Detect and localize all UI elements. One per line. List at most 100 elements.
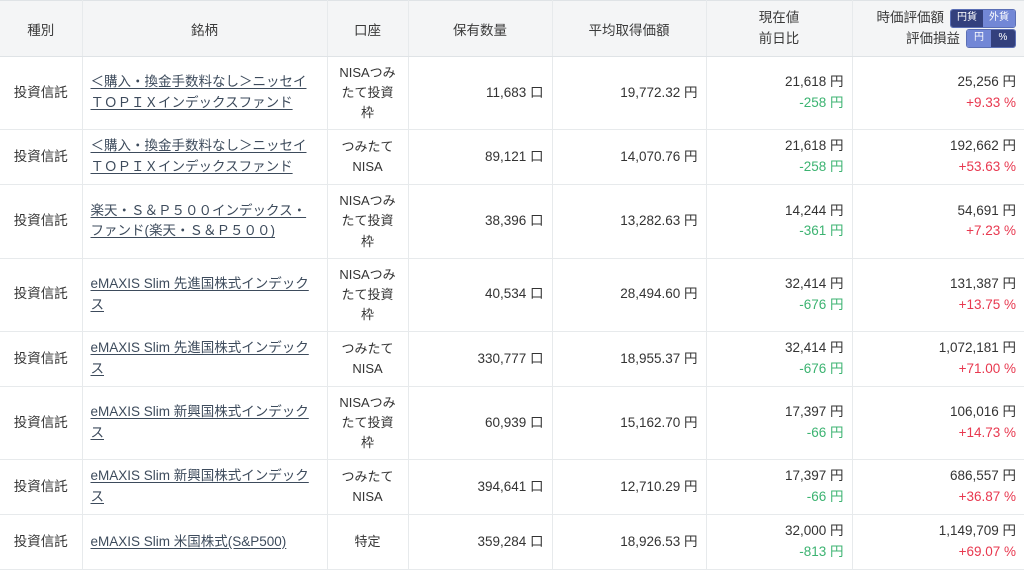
cell-type: 投資信託 bbox=[0, 185, 82, 258]
current-price-stack: 17,397 円-66 円 bbox=[715, 402, 844, 444]
cell-name: eMAXIS Slim 米国株式(S&P500) bbox=[82, 515, 327, 570]
fund-name-link[interactable]: eMAXIS Slim 先進国株式インデックス bbox=[91, 340, 309, 376]
profit-loss-header-row: 評価損益 円 % bbox=[906, 29, 1016, 50]
prev-diff-value: -66 円 bbox=[807, 423, 844, 444]
avg-price-value: 13,282.63 円 bbox=[620, 213, 697, 228]
row-type-label: 投資信託 bbox=[14, 286, 68, 301]
cell-name: eMAXIS Slim 新興国株式インデックス bbox=[82, 386, 327, 459]
table-row: 投資信託楽天・Ｓ＆Ｐ５００インデックス・ファンド(楽天・Ｓ＆Ｐ５００) NISAつ… bbox=[0, 185, 1024, 258]
profit-loss-toggle-yen[interactable]: 円 bbox=[967, 30, 991, 47]
table-row: 投資信託 ＜購入・換金手数料なし＞ニッセイＴＯＰＩＸインデックスファンドつみたてN… bbox=[0, 130, 1024, 185]
column-header-quantity-label: 保有数量 bbox=[453, 23, 507, 38]
current-price-value: 17,397 円 bbox=[785, 402, 844, 423]
current-price-value: 32,000 円 bbox=[785, 521, 844, 542]
cell-name: ＜購入・換金手数料なし＞ニッセイＴＯＰＩＸインデックスファンド bbox=[82, 57, 327, 130]
quantity-value: 11,683 口 bbox=[486, 85, 544, 100]
current-price-value: 21,618 円 bbox=[785, 136, 844, 157]
cell-current-price: 21,618 円-258 円 bbox=[706, 57, 852, 130]
cell-name: 楽天・Ｓ＆Ｐ５００インデックス・ファンド(楽天・Ｓ＆Ｐ５００) bbox=[82, 185, 327, 258]
cell-type: 投資信託 bbox=[0, 332, 82, 387]
cell-valuation: 106,016 円+14.73 % bbox=[852, 386, 1024, 459]
cell-quantity: 89,121 口 bbox=[408, 130, 552, 185]
profit-loss-toggle-percent[interactable]: % bbox=[991, 30, 1015, 47]
cell-type: 投資信託 bbox=[0, 258, 82, 331]
fund-name-link[interactable]: eMAXIS Slim 新興国株式インデックス bbox=[91, 404, 309, 440]
market-value-value: 1,072,181 円 bbox=[939, 338, 1016, 359]
column-header-current-price: 現在値 前日比 bbox=[706, 1, 852, 57]
cell-name: ＜購入・換金手数料なし＞ニッセイＴＯＰＩＸインデックスファンド bbox=[82, 130, 327, 185]
market-value-value: 25,256 円 bbox=[957, 72, 1016, 93]
valuation-stack: 106,016 円+14.73 % bbox=[861, 402, 1017, 444]
valuation-stack: 25,256 円+9.33 % bbox=[861, 72, 1017, 114]
cell-type: 投資信託 bbox=[0, 57, 82, 130]
column-header-valuation: 時価評価額 円貨 外貨 評価損益 円 % bbox=[852, 1, 1024, 57]
profit-loss-value: +14.73 % bbox=[959, 423, 1016, 444]
column-header-type: 種別 bbox=[0, 1, 82, 57]
fund-name-link[interactable]: eMAXIS Slim 先進国株式インデックス bbox=[91, 276, 309, 312]
cell-valuation: 686,557 円+36.87 % bbox=[852, 460, 1024, 515]
column-header-name-label: 銘柄 bbox=[191, 23, 218, 38]
currency-toggle-foreign[interactable]: 外貨 bbox=[983, 10, 1015, 27]
current-price-stack: 17,397 円-66 円 bbox=[715, 466, 844, 508]
prev-diff-value: -258 円 bbox=[799, 93, 843, 114]
cell-avg-price: 18,955.37 円 bbox=[552, 332, 706, 387]
valuation-stack: 1,149,709 円+69.07 % bbox=[861, 521, 1017, 563]
current-price-value: 21,618 円 bbox=[785, 72, 844, 93]
current-price-value: 14,244 円 bbox=[785, 201, 844, 222]
avg-price-value: 12,710.29 円 bbox=[620, 479, 697, 494]
prev-diff-value: -361 円 bbox=[799, 221, 843, 242]
profit-loss-unit-toggle[interactable]: 円 % bbox=[966, 29, 1016, 48]
fund-name-link[interactable]: eMAXIS Slim 米国株式(S&P500) bbox=[91, 534, 287, 549]
avg-price-value: 19,772.32 円 bbox=[620, 85, 697, 100]
column-header-valuation-stack: 時価評価額 円貨 外貨 評価損益 円 % bbox=[853, 1, 1024, 56]
prev-diff-value: -258 円 bbox=[799, 157, 843, 178]
row-type-label: 投資信託 bbox=[14, 149, 68, 164]
cell-type: 投資信託 bbox=[0, 130, 82, 185]
fund-name-link[interactable]: eMAXIS Slim 新興国株式インデックス bbox=[91, 468, 309, 504]
market-value-value: 1,149,709 円 bbox=[939, 521, 1016, 542]
cell-quantity: 359,284 口 bbox=[408, 515, 552, 570]
currency-toggle[interactable]: 円貨 外貨 bbox=[950, 9, 1016, 28]
cell-current-price: 32,414 円-676 円 bbox=[706, 258, 852, 331]
cell-account: つみたてNISA bbox=[327, 130, 408, 185]
fund-name-link[interactable]: ＜購入・換金手数料なし＞ニッセイＴＯＰＩＸインデックスファンド bbox=[91, 138, 307, 174]
column-header-quantity: 保有数量 bbox=[408, 1, 552, 57]
row-type-label: 投資信託 bbox=[14, 479, 68, 494]
column-header-avg-price-label: 平均取得価額 bbox=[589, 23, 670, 38]
cell-avg-price: 18,926.53 円 bbox=[552, 515, 706, 570]
column-header-market-value-label: 時価評価額 bbox=[877, 8, 945, 29]
cell-valuation: 1,149,709 円+69.07 % bbox=[852, 515, 1024, 570]
cell-valuation: 192,662 円+53.63 % bbox=[852, 130, 1024, 185]
cell-avg-price: 28,494.60 円 bbox=[552, 258, 706, 331]
fund-name-link[interactable]: ＜購入・換金手数料なし＞ニッセイＴＯＰＩＸインデックスファンド bbox=[91, 74, 307, 110]
current-price-stack: 32,414 円-676 円 bbox=[715, 274, 844, 316]
account-label: NISAつみたて投資枠 bbox=[339, 395, 395, 450]
quantity-value: 89,121 口 bbox=[485, 149, 544, 164]
avg-price-value: 14,070.76 円 bbox=[620, 149, 697, 164]
currency-toggle-jpy[interactable]: 円貨 bbox=[951, 10, 983, 27]
quantity-value: 60,939 口 bbox=[485, 415, 544, 430]
cell-current-price: 32,000 円-813 円 bbox=[706, 515, 852, 570]
account-label: つみたてNISA bbox=[341, 139, 393, 174]
quantity-value: 394,641 口 bbox=[477, 479, 543, 494]
profit-loss-value: +7.23 % bbox=[966, 221, 1016, 242]
cell-account: つみたてNISA bbox=[327, 332, 408, 387]
market-value-value: 192,662 円 bbox=[950, 136, 1016, 157]
cell-avg-price: 14,070.76 円 bbox=[552, 130, 706, 185]
market-value-value: 54,691 円 bbox=[957, 201, 1016, 222]
fund-name-link[interactable]: 楽天・Ｓ＆Ｐ５００インデックス・ファンド(楽天・Ｓ＆Ｐ５００) bbox=[91, 203, 307, 239]
cell-avg-price: 12,710.29 円 bbox=[552, 460, 706, 515]
cell-current-price: 14,244 円-361 円 bbox=[706, 185, 852, 258]
column-header-avg-price: 平均取得価額 bbox=[552, 1, 706, 57]
profit-loss-value: +13.75 % bbox=[959, 295, 1016, 316]
account-label: NISAつみたて投資枠 bbox=[339, 193, 395, 248]
cell-name: eMAXIS Slim 先進国株式インデックス bbox=[82, 332, 327, 387]
market-value-value: 131,387 円 bbox=[950, 274, 1016, 295]
row-type-label: 投資信託 bbox=[14, 415, 68, 430]
